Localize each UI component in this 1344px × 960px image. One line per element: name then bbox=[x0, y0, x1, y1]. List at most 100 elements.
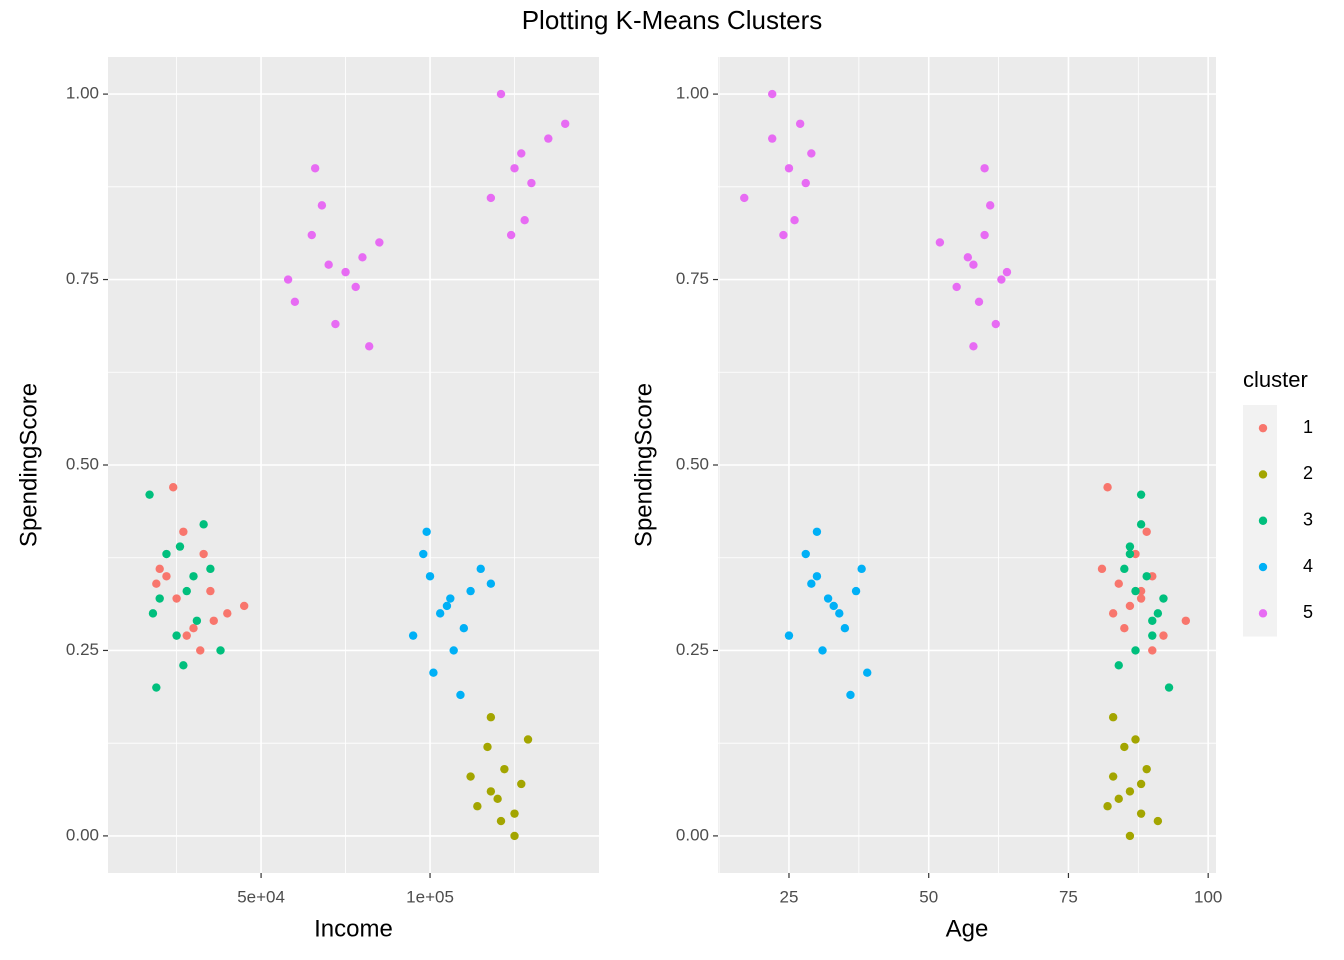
point bbox=[1125, 787, 1135, 796]
legend-label: 3 bbox=[1303, 510, 1313, 530]
point bbox=[324, 260, 333, 269]
point bbox=[496, 816, 506, 826]
point bbox=[1159, 594, 1168, 603]
point bbox=[473, 802, 482, 811]
point bbox=[425, 572, 435, 581]
point bbox=[980, 230, 989, 240]
point bbox=[446, 594, 455, 603]
point bbox=[1136, 520, 1146, 529]
y-tick-label: 0.00 bbox=[66, 825, 99, 844]
point bbox=[341, 267, 350, 277]
point bbox=[517, 149, 526, 158]
point bbox=[182, 631, 191, 640]
point bbox=[1125, 542, 1135, 551]
figure-title: Plotting K-Means Clusters bbox=[522, 5, 823, 35]
point bbox=[952, 282, 961, 292]
point bbox=[152, 683, 161, 692]
point bbox=[179, 661, 188, 670]
point bbox=[851, 586, 861, 596]
point bbox=[863, 668, 872, 677]
x-tick-label: 75 bbox=[1059, 887, 1078, 906]
point bbox=[1002, 267, 1012, 277]
point bbox=[486, 787, 496, 796]
point bbox=[963, 253, 973, 262]
point bbox=[1136, 809, 1146, 818]
point bbox=[1148, 646, 1157, 655]
legend-title: cluster bbox=[1243, 367, 1308, 392]
legend-label: 5 bbox=[1303, 602, 1313, 622]
point bbox=[544, 134, 553, 143]
point bbox=[196, 646, 205, 655]
y-tick-label: 0.75 bbox=[676, 269, 709, 288]
point bbox=[422, 527, 431, 536]
point bbox=[527, 178, 536, 188]
legend-key bbox=[1258, 423, 1268, 433]
point bbox=[1153, 816, 1163, 826]
legend-key bbox=[1258, 470, 1268, 479]
point bbox=[192, 616, 202, 625]
point bbox=[1142, 764, 1151, 774]
point bbox=[283, 275, 293, 284]
point bbox=[846, 690, 855, 700]
point bbox=[155, 594, 164, 603]
point bbox=[812, 527, 822, 536]
y-tick-label: 0.75 bbox=[66, 269, 99, 288]
point bbox=[290, 297, 300, 306]
point bbox=[331, 319, 340, 329]
point bbox=[1108, 713, 1118, 722]
point bbox=[1142, 527, 1151, 536]
point bbox=[408, 631, 418, 640]
point bbox=[199, 520, 208, 529]
point bbox=[1131, 735, 1140, 744]
y-tick-label: 1.00 bbox=[676, 84, 709, 103]
y-tick-label: 0.25 bbox=[66, 640, 99, 659]
legend-label: 2 bbox=[1303, 463, 1313, 483]
point bbox=[523, 735, 533, 744]
point bbox=[435, 609, 445, 618]
point bbox=[1131, 586, 1140, 596]
point bbox=[779, 230, 788, 240]
point bbox=[795, 119, 805, 128]
point bbox=[209, 616, 218, 625]
point bbox=[483, 742, 492, 752]
point bbox=[152, 579, 161, 588]
point bbox=[307, 230, 316, 240]
point bbox=[812, 572, 822, 581]
point bbox=[199, 549, 208, 559]
point bbox=[784, 164, 794, 173]
point bbox=[145, 490, 154, 499]
legend-key bbox=[1258, 609, 1268, 618]
point bbox=[486, 713, 496, 722]
point bbox=[182, 586, 191, 596]
y-tick-label: 0.25 bbox=[676, 640, 709, 659]
point bbox=[1108, 609, 1118, 618]
point bbox=[375, 238, 384, 247]
point bbox=[189, 572, 198, 581]
point bbox=[500, 764, 509, 774]
point bbox=[969, 260, 978, 269]
point bbox=[162, 549, 171, 559]
point bbox=[442, 601, 452, 611]
point bbox=[1097, 564, 1107, 574]
point bbox=[1125, 831, 1135, 841]
point bbox=[1131, 646, 1140, 655]
y-axis-label: SpendingScore bbox=[630, 383, 657, 547]
point bbox=[561, 119, 570, 128]
point bbox=[1148, 631, 1157, 640]
point bbox=[1114, 579, 1123, 588]
point bbox=[172, 631, 181, 640]
x-tick-label: 100 bbox=[1194, 887, 1222, 906]
point bbox=[148, 609, 158, 618]
point bbox=[172, 594, 181, 603]
legend-key bbox=[1258, 516, 1268, 525]
legend-label: 4 bbox=[1303, 556, 1313, 576]
point bbox=[997, 275, 1006, 284]
point bbox=[510, 164, 519, 173]
point bbox=[801, 178, 810, 188]
point bbox=[991, 319, 1000, 329]
point bbox=[351, 282, 360, 292]
point bbox=[818, 646, 827, 655]
x-axis-label: Age bbox=[946, 915, 989, 942]
point bbox=[835, 609, 844, 618]
